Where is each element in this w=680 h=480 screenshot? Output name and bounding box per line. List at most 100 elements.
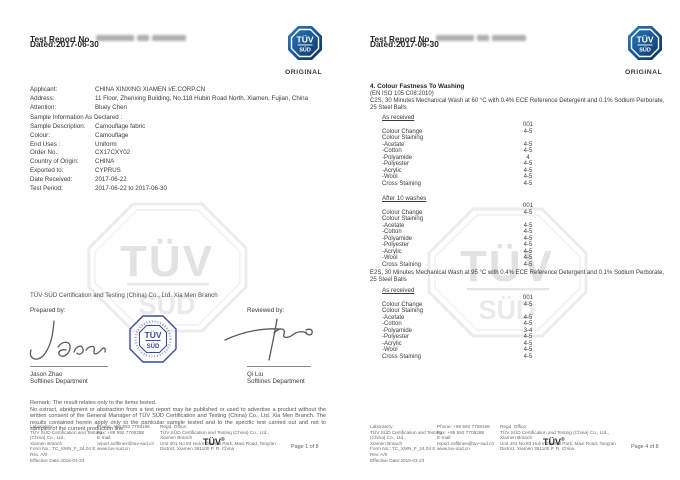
footer-regd-office: Regd. Office: TÜV SÜD Certification and … [160, 424, 276, 452]
field-value: Camouflage [95, 131, 129, 139]
result-row: -Wool 4-5 [382, 174, 592, 181]
field-value: CHINA XINXING XIAMEN I/E.CORP.CN [95, 86, 206, 93]
result-label: -Cotton [382, 229, 402, 235]
result-label: Colour Change [382, 301, 423, 308]
result-value: 4-5 [523, 255, 533, 261]
test-standard: (EN ISO 105 C08:2010) [370, 91, 434, 97]
result-value: 4-5 [523, 229, 533, 235]
result-value: 4-5 [523, 347, 533, 353]
svg-text:TÜV: TÜV [120, 237, 214, 286]
footer-line: Effective Date:2015-03-23 [370, 457, 425, 463]
result-value: 4-5 [523, 314, 533, 321]
footer-line: Unit 401 No.93 Huli Industrial Park, Max… [500, 440, 616, 446]
field-value: 2017-06-22 [95, 175, 127, 183]
result-label: Colour Change [382, 128, 423, 135]
result-row: -Polyester 4-5 [382, 242, 592, 249]
footer-line: TÜV SÜD Certification and Testing (China… [500, 429, 609, 435]
footer-line: (China) Co., Ltd., [370, 435, 406, 441]
result-label: -Acetate [382, 314, 405, 321]
result-row: -Acetate 4-5 [382, 142, 592, 149]
result-label: -Wool [382, 347, 398, 353]
specimen-id: 001 [522, 203, 533, 209]
preparer-department: Softlines Department [30, 378, 88, 385]
footer-line: Form No.: TC_XMN_F_24.04 E [370, 446, 436, 452]
result-value: 4-5 [523, 340, 533, 347]
applicant-block: Applicant: CHINA XINXING XIAMEN I/E.CORP… [30, 85, 330, 112]
result-row: -Cotton 4-5 [382, 229, 592, 236]
result-value: 4-5 [523, 180, 533, 187]
result-row: -Acrylic 4-5 [382, 249, 592, 256]
result-value: 4-5 [523, 353, 533, 360]
page-number: Page 4 of 8 [631, 444, 659, 450]
footer-line: Phone: +86 592 7708166 [97, 424, 150, 429]
reviewer-signature [224, 318, 313, 361]
result-row: -Acetate 4-5 [382, 315, 592, 322]
redacted-report-number [95, 34, 186, 42]
result-row: Cross Staining 4-5 [382, 181, 592, 188]
reviewer-name: Qi Liu [247, 371, 264, 378]
field-label: Exported to: [30, 166, 64, 174]
result-value: 4-5 [523, 167, 533, 174]
results-table-c2s-after-washes: 001 Colour Change 4-5 Colour Staining -A… [382, 203, 592, 268]
original-label: ORIGINAL [625, 69, 663, 76]
tuv-sud-logo-icon: TÜV SÜD [288, 26, 322, 60]
field-label: Date Received: [30, 175, 73, 183]
page-number: Page 1 of 8 [291, 444, 319, 450]
prepared-by-label: Prepared by: [30, 307, 66, 314]
footer-regd-title: Regd. Office: [500, 424, 528, 429]
results-table-e2s-as-received: 001 Colour Change 4-5 Colour Staining -A… [382, 295, 592, 360]
result-label: Colour Staining [382, 216, 424, 222]
footer-regd-title: Regd. Office: [160, 424, 188, 429]
footer-line: Fax: +86 592 7706288 [97, 429, 145, 435]
sample-info-row: Test Period: 2017-06-22 to 2017-06-30 [30, 185, 330, 194]
footer-line: Rev. A/0 [30, 451, 48, 457]
svg-text:SÜD: SÜD [299, 47, 311, 54]
remark-line: Remark: The result relates only to the i… [30, 400, 157, 406]
footer-tuv-mark: TÜV® [543, 437, 565, 447]
footer-line: E-mail: [437, 435, 452, 441]
redacted-report-number [435, 34, 526, 42]
result-row: -Wool 4-5 [382, 347, 592, 354]
footer-line: Xiamen Branch [370, 440, 403, 446]
field-label: Order No.: [30, 149, 59, 157]
footer-line: Xiamen Branch [160, 435, 193, 441]
result-value: 4-5 [523, 235, 533, 242]
field-value: 11 Floor, Zhenxing Building, No.118 Hubi… [95, 95, 309, 102]
result-value: 4-5 [523, 161, 533, 167]
result-row: Colour Staining [382, 216, 592, 223]
result-label: -Polyester [382, 334, 410, 340]
result-label: -Acrylic [382, 340, 402, 347]
field-label: Test Period: [30, 184, 63, 192]
footer-line: www.tuv-sud.cn [437, 446, 470, 452]
result-value: 3-4 [523, 327, 533, 334]
specimen-row: 001 [382, 203, 592, 210]
footer-line: TÜV SÜD Certification and Testing [30, 429, 102, 435]
footer-line: www.tuv-sud.cn [97, 446, 130, 452]
svg-text:TÜV: TÜV [637, 35, 654, 45]
result-value: 4-5 [523, 222, 533, 229]
result-row: -Polyamide 3-4 [382, 328, 592, 335]
result-row: Cross Staining 4-5 [382, 354, 592, 361]
field-value: CX17CXY02 [95, 149, 131, 157]
result-value: 4-5 [523, 209, 533, 216]
state-as-received: As received [382, 287, 415, 294]
result-row: Cross Staining 4-5 [382, 262, 592, 269]
result-label: Cross Staining [382, 180, 422, 187]
result-row: -Polyester 4-5 [382, 334, 592, 341]
reviewer-signature-line [247, 366, 311, 367]
footer-line: Unit 401 No.93 Huli Industrial Park, Max… [160, 440, 276, 446]
result-row: Colour Change 4-5 [382, 302, 592, 309]
sample-info-row: Country of Origin: CHINA [30, 158, 330, 167]
result-label: Cross Staining [382, 353, 422, 360]
test-condition-c2s: C2S, 30 Minutes Mechanical Wash at 60 °C… [370, 98, 665, 111]
field-label: Sample Description: [30, 123, 86, 130]
result-label: -Acrylic [382, 248, 402, 255]
result-value: 4-5 [523, 128, 533, 135]
sample-info-row: Date Received: 2017-06-22 [30, 176, 330, 185]
result-row: -Polyamide 4 [382, 155, 592, 162]
field-value: Camouflage fabric [95, 123, 146, 130]
footer-line: Effective Date:2015-03-23 [30, 457, 85, 463]
sample-info-row: Colour: Camouflage [30, 132, 330, 141]
report-date: Dated:2017-06-30 [370, 40, 439, 49]
reviewer-department: Softlines Department [247, 378, 305, 385]
